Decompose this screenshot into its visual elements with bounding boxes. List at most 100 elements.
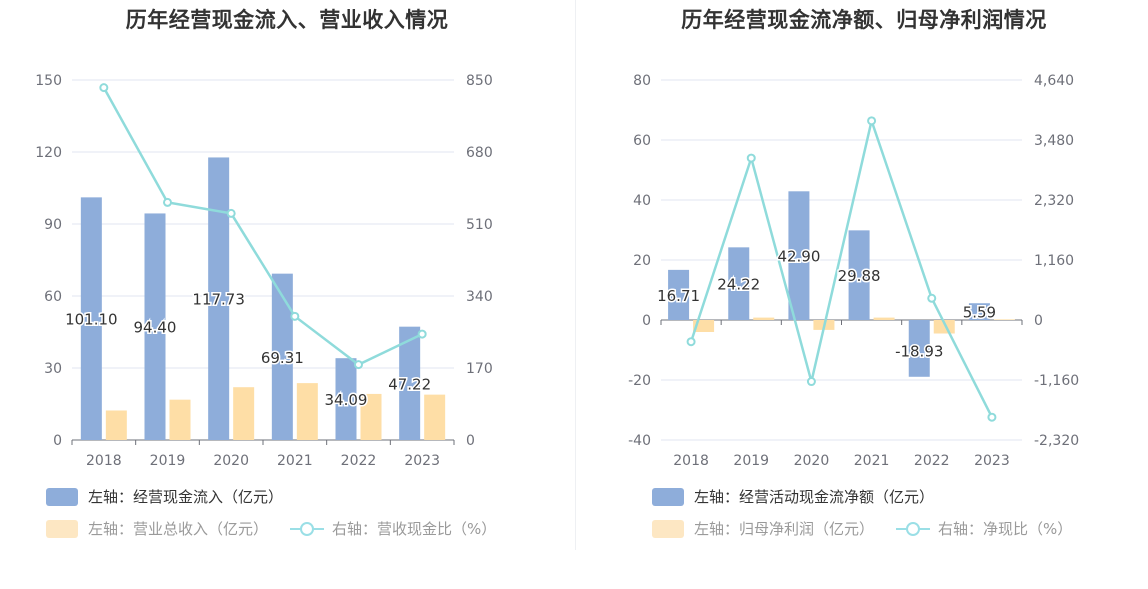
- legend-item-cash-ratio[interactable]: 右轴：营收现金比（%）: [290, 518, 496, 539]
- legend-swatch: [652, 487, 684, 506]
- legend-row-1: 左轴：经营活动现金流净额（亿元）: [652, 486, 956, 507]
- ratio-point: [927, 293, 937, 303]
- bar-secondary: [360, 393, 382, 440]
- legend-swatch: [46, 487, 78, 506]
- bar-data-label: 24.22: [717, 276, 760, 294]
- legend-label: 左轴：经营现金流入（亿元）: [88, 488, 284, 506]
- bar-data-label: 101.10: [65, 311, 118, 329]
- bar-secondary: [169, 399, 191, 440]
- bar-data-label: 16.71: [657, 287, 700, 305]
- chart-canvas-left: 0 30 60 90 120 150 0 170 340 510 680 850 2018 2019 202…: [35, 73, 493, 469]
- chart-panel-left: 历年经营现金流入、营业收入情况 0 30 60 90 120 150 0 170 340 510 6…: [35, 8, 518, 539]
- bar-data-label: 34.09: [325, 391, 368, 409]
- bar-primary: [144, 213, 166, 440]
- y-right-tick-label: 4,640: [1034, 73, 1074, 89]
- ratio-point: [867, 116, 877, 126]
- y-left-tick-label: 40: [633, 193, 651, 209]
- y-left-tick-label: 0: [53, 433, 62, 449]
- y-right-tick-label: 3,480: [1034, 133, 1074, 149]
- bar-primary: [788, 191, 810, 320]
- y-right-tick-label: 680: [466, 145, 493, 161]
- bar-data-label: 5.59: [963, 304, 996, 322]
- legend-item-net-cash-flow[interactable]: 左轴：经营活动现金流净额（亿元）: [652, 486, 934, 507]
- y-left-tick-label: 20: [633, 253, 651, 269]
- y-right-tick-label: -1,160: [1034, 373, 1079, 389]
- x-tick-label: 2021: [277, 453, 313, 469]
- legend-label: 左轴：经营活动现金流净额（亿元）: [694, 488, 935, 506]
- y-left-tick-label: 60: [633, 133, 651, 149]
- ratio-point: [806, 377, 816, 387]
- bar-primary: [668, 269, 690, 320]
- y-right-tick-label: 0: [466, 433, 475, 449]
- ratio-point: [290, 311, 300, 321]
- x-tick-label: 2020: [213, 453, 249, 469]
- legend-label: 左轴：营业总收入（亿元）: [88, 520, 269, 538]
- y-left-tick-label: 30: [44, 361, 62, 377]
- bar-data-label: 29.88: [838, 267, 881, 285]
- ratio-point: [354, 360, 363, 370]
- ratio-line: [102, 87, 423, 367]
- legend-swatch: [652, 519, 684, 538]
- y-right-tick-label: 170: [466, 361, 493, 377]
- x-tick-label: 2022: [914, 453, 950, 469]
- x-tick-label: 2019: [733, 453, 769, 469]
- legend-item-revenue[interactable]: 左轴：营业总收入（亿元）: [46, 518, 268, 539]
- ratio-point: [226, 208, 236, 218]
- bar-secondary: [873, 317, 895, 320]
- bar-primary: [728, 247, 750, 320]
- bar-data-label: 69.31: [261, 349, 304, 367]
- y-right-tick-label: -2,320: [1034, 433, 1079, 449]
- chart-title: 历年经营现金流净额、归母净利润情况: [681, 8, 1047, 32]
- bar-data-label: 117.73: [192, 291, 245, 309]
- bar-data-label: 94.40: [134, 319, 177, 337]
- y-left-tick-label: 120: [35, 145, 62, 161]
- legend-label: 右轴：营收现金比（%）: [332, 520, 497, 538]
- bar-primary: [80, 197, 102, 440]
- x-tick-label: 2022: [341, 453, 377, 469]
- bar-data-label: -18.93: [895, 342, 943, 360]
- panel-divider: [575, 0, 576, 550]
- y-right-tick-label: 1,160: [1034, 253, 1074, 269]
- bar-data-label: 47.22: [388, 375, 431, 393]
- y-left-tick-label: 90: [44, 217, 62, 233]
- ratio-point: [99, 83, 109, 93]
- x-tick-label: 2019: [150, 453, 186, 469]
- bar-primary: [335, 358, 357, 440]
- ratio-point: [686, 337, 696, 347]
- ratio-point: [417, 329, 427, 339]
- y-left-tick-label: -40: [628, 433, 651, 449]
- bar-secondary: [993, 319, 1015, 320]
- legend-label: 左轴：归母净利润（亿元）: [694, 520, 875, 538]
- y-right-tick-label: 850: [466, 73, 493, 89]
- legend-item-net-profit[interactable]: 左轴：归母净利润（亿元）: [652, 518, 874, 539]
- bar-secondary: [424, 394, 446, 440]
- y-left-tick-label: 150: [35, 73, 62, 89]
- y-right-tick-label: 2,320: [1034, 193, 1074, 209]
- bar-secondary: [233, 387, 255, 440]
- x-tick-label: 2018: [673, 453, 709, 469]
- bar-primary: [968, 303, 990, 320]
- bar-secondary: [296, 383, 318, 440]
- bar-secondary: [105, 410, 127, 440]
- legend-item-net-cash-ratio[interactable]: 右轴：净现比（%）: [896, 518, 1072, 539]
- legend-row-2: 左轴：归母净利润（亿元） 右轴：净现比（%）: [652, 518, 1094, 539]
- ratio-point: [987, 412, 997, 422]
- bar-primary: [271, 273, 293, 440]
- x-tick-label: 2021: [854, 453, 890, 469]
- y-right-tick-label: 340: [466, 289, 493, 305]
- x-tick-label: 2023: [974, 453, 1010, 469]
- ratio-point: [163, 197, 172, 207]
- legend-item-cash-inflow[interactable]: 左轴：经营现金流入（亿元）: [46, 486, 283, 507]
- y-right-tick-label: 510: [466, 217, 493, 233]
- chart-canvas-right: -40 -20 0 20 40 60 80 -2,320 -1,160 0 1,160 2,320 3,…: [628, 73, 1079, 469]
- chart-title: 历年经营现金流入、营业收入情况: [125, 8, 449, 32]
- bar-data-label: 42.90: [777, 248, 820, 266]
- bar-primary: [908, 320, 930, 377]
- ratio-line: [689, 116, 994, 418]
- legend-row-2: 左轴：营业总收入（亿元） 右轴：营收现金比（%）: [46, 518, 518, 539]
- bar-secondary: [753, 317, 775, 320]
- chart-panel-right: 历年经营现金流净额、归母净利润情况 -40 -20 0 20 40 60 80 -2,320-…: [577, 0, 1148, 589]
- legend-line-icon: [896, 520, 931, 538]
- x-tick-label: 2018: [86, 453, 122, 469]
- x-tick-label: 2023: [404, 453, 440, 469]
